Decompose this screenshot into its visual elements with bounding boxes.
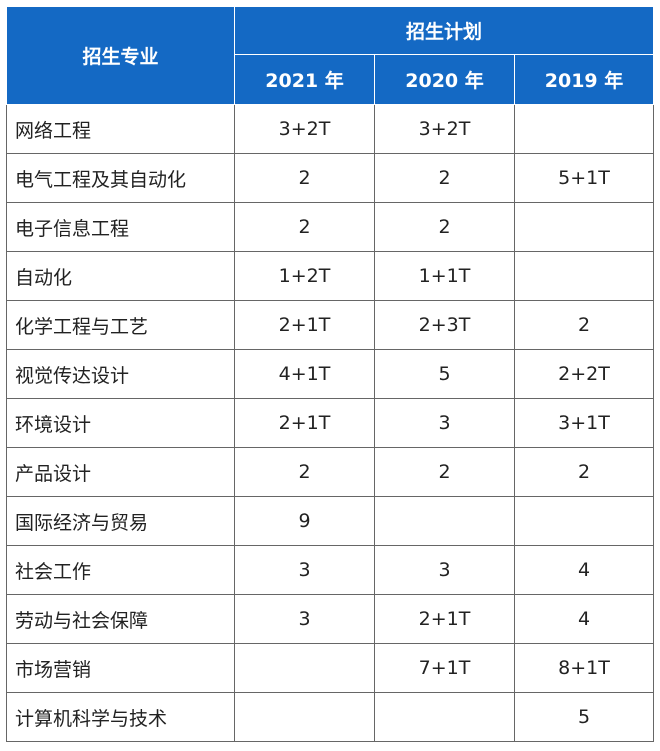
plan-2021: 2 bbox=[234, 153, 375, 203]
plan-2020: 2 bbox=[374, 153, 515, 203]
plan-2021: 3+2T bbox=[234, 104, 375, 154]
year-2019-header: 2019 年 bbox=[514, 54, 654, 105]
plan-2019: 5+1T bbox=[514, 153, 654, 203]
plan-2019: 2 bbox=[514, 447, 654, 497]
plan-2021: 3 bbox=[234, 545, 375, 595]
major-name: 电气工程及其自动化 bbox=[6, 153, 235, 203]
major-name: 视觉传达设计 bbox=[6, 349, 235, 399]
major-name: 化学工程与工艺 bbox=[6, 300, 235, 350]
table-row: 社会工作 3 3 4 bbox=[6, 545, 654, 595]
plan-2021: 9 bbox=[234, 496, 375, 546]
plan-2021 bbox=[234, 692, 375, 742]
table-row: 视觉传达设计 4+1T 5 2+2T bbox=[6, 349, 654, 399]
table-row: 环境设计 2+1T 3 3+1T bbox=[6, 398, 654, 448]
plan-2021: 3 bbox=[234, 594, 375, 644]
plan-2020 bbox=[374, 496, 515, 546]
plan-2020: 2 bbox=[374, 447, 515, 497]
table-row: 化学工程与工艺 2+1T 2+3T 2 bbox=[6, 300, 654, 350]
major-name: 国际经济与贸易 bbox=[6, 496, 235, 546]
plan-2020: 3 bbox=[374, 398, 515, 448]
table-row: 计算机科学与技术 5 bbox=[6, 692, 654, 742]
plan-2021: 1+2T bbox=[234, 251, 375, 301]
table-row: 网络工程 3+2T 3+2T bbox=[6, 104, 654, 154]
plan-2019 bbox=[514, 104, 654, 154]
plan-2020: 2 bbox=[374, 202, 515, 252]
plan-2020: 3+2T bbox=[374, 104, 515, 154]
plan-2020 bbox=[374, 692, 515, 742]
plan-2019 bbox=[514, 251, 654, 301]
major-name: 劳动与社会保障 bbox=[6, 594, 235, 644]
plan-2020: 2+3T bbox=[374, 300, 515, 350]
plan-2020: 7+1T bbox=[374, 643, 515, 693]
major-name: 计算机科学与技术 bbox=[6, 692, 235, 742]
plan-2019: 4 bbox=[514, 545, 654, 595]
plan-2019: 3+1T bbox=[514, 398, 654, 448]
plan-2020: 2+1T bbox=[374, 594, 515, 644]
enrollment-plan-table-container: 招生专业 招生计划 2021 年 2020 年 2019 年 网络工程 3+2T… bbox=[6, 5, 654, 742]
year-2021-header: 2021 年 bbox=[234, 54, 375, 105]
plan-2020: 3 bbox=[374, 545, 515, 595]
table-row: 劳动与社会保障 3 2+1T 4 bbox=[6, 594, 654, 644]
plan-2021: 4+1T bbox=[234, 349, 375, 399]
major-name: 自动化 bbox=[6, 251, 235, 301]
plan-2019 bbox=[514, 496, 654, 546]
table-row: 产品设计 2 2 2 bbox=[6, 447, 654, 497]
plan-2019: 8+1T bbox=[514, 643, 654, 693]
plan-2021 bbox=[234, 643, 375, 693]
major-column-header: 招生专业 bbox=[6, 6, 235, 105]
plan-2019: 2+2T bbox=[514, 349, 654, 399]
plan-2019 bbox=[514, 202, 654, 252]
plan-2019: 2 bbox=[514, 300, 654, 350]
major-name: 市场营销 bbox=[6, 643, 235, 693]
table-row: 国际经济与贸易 9 bbox=[6, 496, 654, 546]
major-name: 社会工作 bbox=[6, 545, 235, 595]
year-2020-header: 2020 年 bbox=[374, 54, 515, 105]
plan-group-header: 招生计划 bbox=[234, 5, 654, 56]
enrollment-plan-table: 招生专业 招生计划 2021 年 2020 年 2019 年 网络工程 3+2T… bbox=[6, 5, 654, 742]
plan-2020: 5 bbox=[374, 349, 515, 399]
plan-2019: 5 bbox=[514, 692, 654, 742]
major-name: 网络工程 bbox=[6, 104, 235, 154]
plan-2021: 2+1T bbox=[234, 398, 375, 448]
plan-2021: 2+1T bbox=[234, 300, 375, 350]
major-name: 电子信息工程 bbox=[6, 202, 235, 252]
plan-2019: 4 bbox=[514, 594, 654, 644]
major-name: 环境设计 bbox=[6, 398, 235, 448]
plan-2020: 1+1T bbox=[374, 251, 515, 301]
table-row: 电气工程及其自动化 2 2 5+1T bbox=[6, 153, 654, 203]
table-row: 自动化 1+2T 1+1T bbox=[6, 251, 654, 301]
plan-2021: 2 bbox=[234, 202, 375, 252]
table-row: 电子信息工程 2 2 bbox=[6, 202, 654, 252]
plan-2021: 2 bbox=[234, 447, 375, 497]
major-name: 产品设计 bbox=[6, 447, 235, 497]
table-row: 市场营销 7+1T 8+1T bbox=[6, 643, 654, 693]
